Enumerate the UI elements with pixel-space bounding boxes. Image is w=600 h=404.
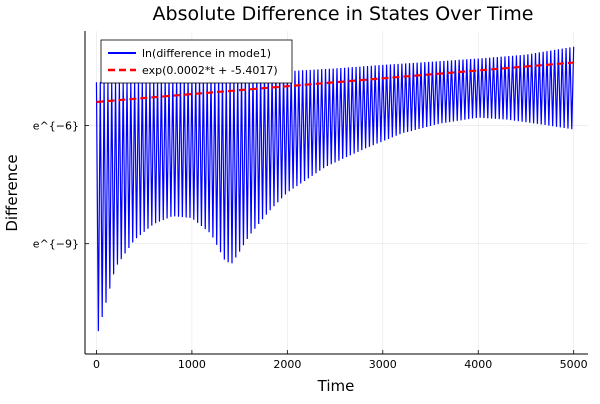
chart-title: Absolute Difference in States Over Time <box>153 3 534 25</box>
legend: ln(difference in mode1) exp(0.0002*t + -… <box>100 39 293 84</box>
x-tick-label: 3000 <box>369 358 397 371</box>
x-tick-label: 2000 <box>273 358 301 371</box>
axes <box>84 31 588 355</box>
x-tick-label: 1000 <box>178 358 206 371</box>
series-line-mode1 <box>95 46 575 332</box>
legend-box <box>100 39 293 84</box>
y-ticks: e^{−6} e^{−9} <box>33 120 89 251</box>
x-tick-label: 4000 <box>464 358 492 371</box>
y-tick-label: e^{−9} <box>33 238 79 251</box>
plot-series <box>95 46 575 332</box>
y-tick-label: e^{−6} <box>33 120 79 133</box>
series-line-fit <box>96 61 574 104</box>
x-ticks: 0 1000 2000 3000 4000 5000 <box>93 350 588 371</box>
x-axis-label: Time <box>317 377 355 395</box>
x-tick-label: 0 <box>93 358 100 371</box>
legend-label-fit: exp(0.0002*t + -5.4017) <box>142 64 278 77</box>
legend-label-mode1: ln(difference in mode1) <box>142 47 271 60</box>
y-axis-label: Difference <box>3 154 21 231</box>
x-tick-label: 5000 <box>560 358 588 371</box>
